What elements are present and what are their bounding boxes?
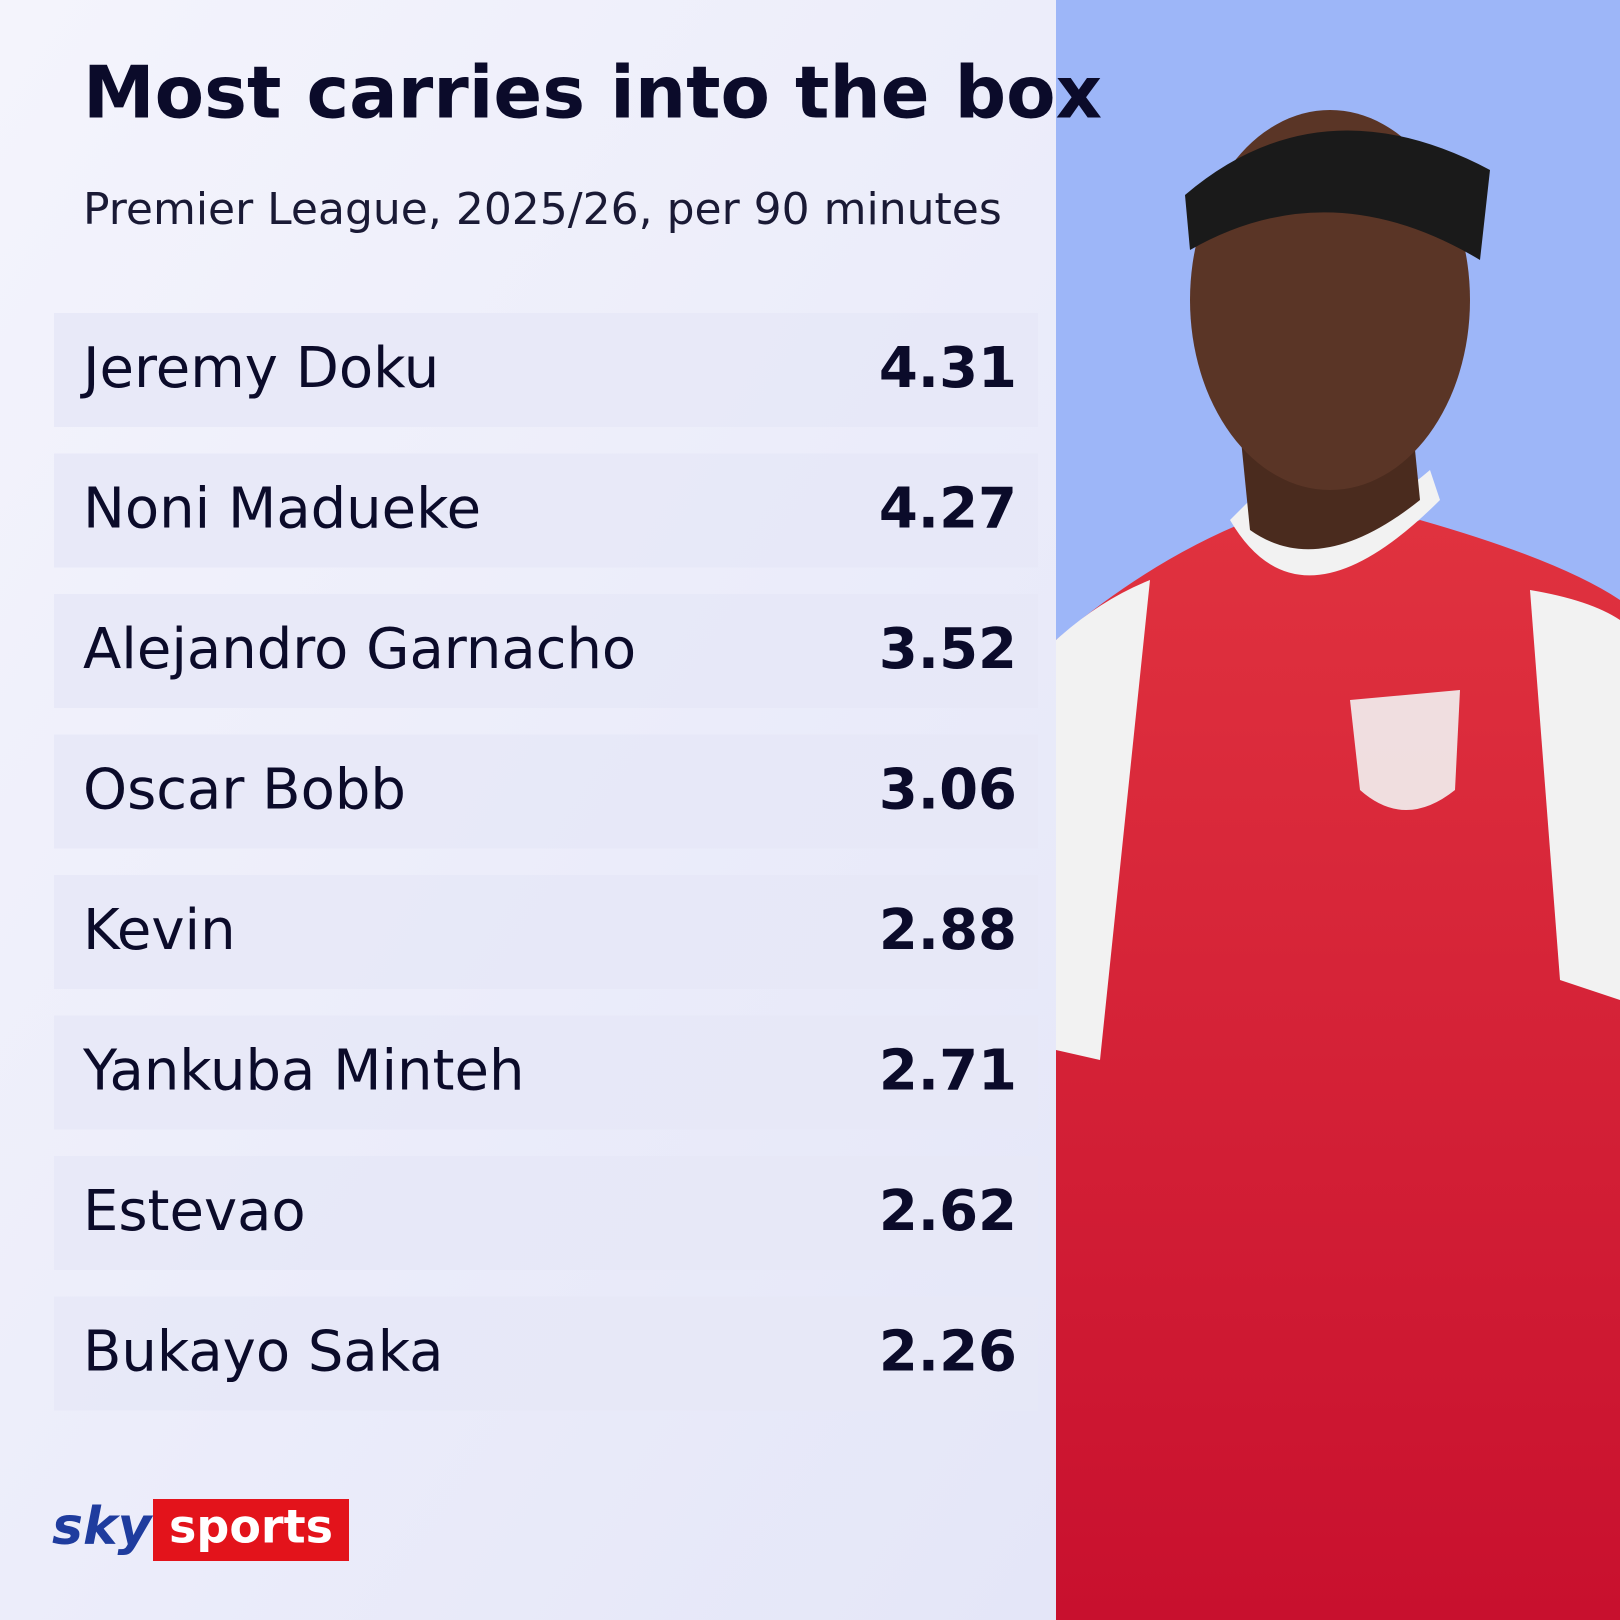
player-value: 2.88 xyxy=(879,898,1017,963)
table: Jeremy Doku 4.31 Noni Madueke 4.27 Alejandro… xyxy=(54,313,1038,1411)
player-name: Bukayo Saka xyxy=(83,1320,444,1385)
table-row xyxy=(54,1156,1038,1270)
shirt xyxy=(1056,520,1620,1620)
table-row xyxy=(54,1296,1038,1411)
player-name: Estevao xyxy=(83,1179,306,1244)
logo-sky: sky xyxy=(52,1497,154,1557)
player-value: 2.62 xyxy=(879,1179,1017,1244)
table-row xyxy=(54,1015,1038,1130)
crest xyxy=(1350,690,1460,810)
sleeve xyxy=(1530,590,1620,1000)
player-photo xyxy=(1056,110,1620,1620)
player-value: 3.06 xyxy=(879,758,1017,823)
player-name: Noni Madueke xyxy=(83,477,481,542)
player-name: Kevin xyxy=(83,898,236,963)
player-value: 4.31 xyxy=(879,336,1017,401)
player-value: 4.27 xyxy=(879,477,1017,542)
subtitle: Premier League, 2025/26, per 90 minutes xyxy=(83,184,1002,235)
table-row xyxy=(54,875,1038,989)
title: Most carries into the box xyxy=(83,51,1102,135)
player-value: 2.71 xyxy=(879,1039,1017,1104)
table-row xyxy=(54,734,1038,849)
table-row xyxy=(54,313,1038,427)
table-row xyxy=(54,453,1038,568)
logo-sports: sports xyxy=(169,1500,333,1554)
collar xyxy=(1230,470,1440,576)
player-value: 3.52 xyxy=(879,617,1017,682)
logo-box xyxy=(153,1499,349,1561)
player-name: Alejandro Garnacho xyxy=(83,617,636,682)
player-name: Yankuba Minteh xyxy=(82,1039,524,1104)
headband xyxy=(1185,130,1490,260)
sleeve xyxy=(1056,580,1150,1060)
player-name: Jeremy Doku xyxy=(80,336,439,401)
player-name: Oscar Bobb xyxy=(83,758,406,823)
player-value: 2.26 xyxy=(879,1320,1017,1385)
logo: sky sports xyxy=(52,1497,349,1561)
table-row xyxy=(54,594,1038,708)
